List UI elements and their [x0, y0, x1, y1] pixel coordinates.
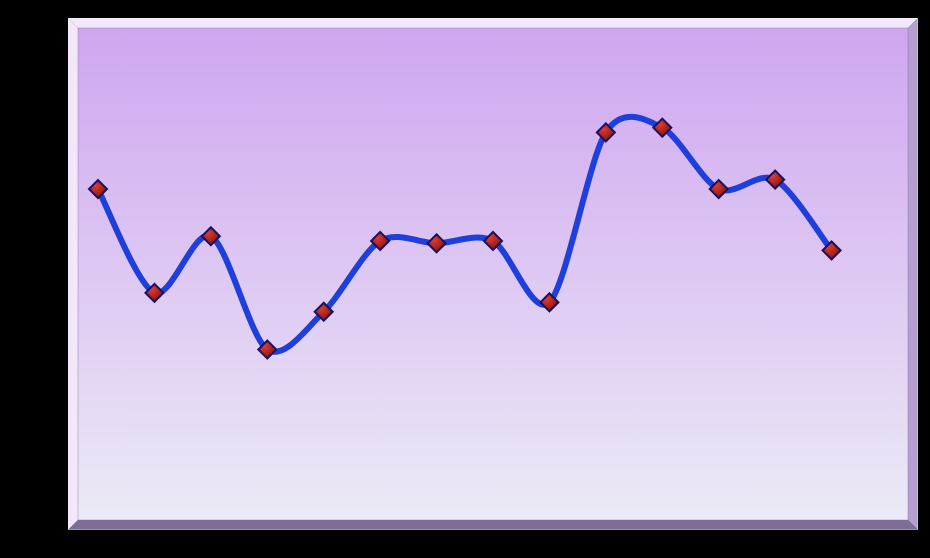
chart-svg: [68, 18, 918, 530]
chart-panel: [68, 18, 918, 530]
